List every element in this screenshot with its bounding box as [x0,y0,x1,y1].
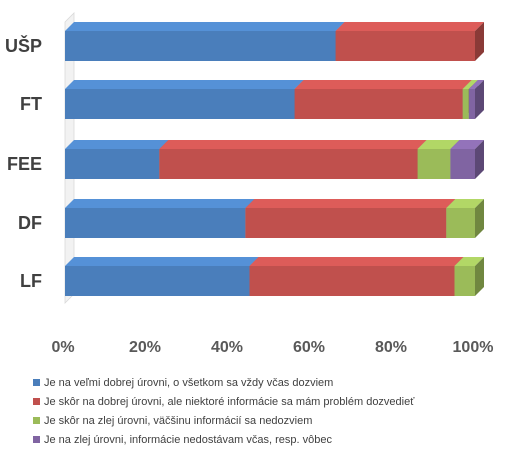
bar-front-face [245,208,447,238]
bar-segment [468,80,484,119]
bar-segment [65,22,345,61]
bar-segment [335,22,484,61]
legend-label: Je skôr na zlej úrovni, väčšinu informác… [44,415,312,427]
bars [65,22,484,296]
bar-front-face [294,89,463,119]
x-axis-ticks: 0% 20% 40% 60% 80% 100% [51,339,493,356]
category-labels: UŠP FT FEE DF LF [5,35,42,291]
bar-top-face [65,257,259,266]
legend-item: Je na zlej úrovni, informácie nedostávam… [33,434,332,446]
legend-label: Je na zlej úrovni, informácie nedostávam… [44,434,332,446]
bar-top-face [65,199,255,208]
bar-front-face [462,89,469,119]
bar-segment [65,257,259,296]
bar-front-face [65,266,250,296]
legend-swatch [33,436,40,443]
category-label: FEE [7,154,42,174]
category-label: FT [20,94,42,114]
bar-front-face [454,266,475,296]
x-tick-label: 0% [51,339,74,356]
legend-item: Je na veľmi dobrej úrovni, o všetkom sa … [33,377,333,389]
bar-top-face [245,199,456,208]
category-label: LF [20,271,42,291]
bar-segment [454,257,484,296]
bar-front-face [65,208,246,238]
legend-item: Je skôr na dobrej úrovni, ale niektoré i… [33,396,415,408]
bar-top-face [462,80,478,89]
bar-top-face [159,140,427,149]
bar-segment [446,199,484,238]
bar-segment [65,199,255,238]
bar-side-face [475,80,484,119]
bar-front-face [159,149,418,179]
legend-swatch [33,417,40,424]
bar-top-face [249,257,464,266]
category-label: DF [18,213,42,233]
bar-segment [65,80,304,119]
x-tick-label: 60% [293,339,325,356]
bar-segment [159,140,427,179]
bar-front-face [65,149,160,179]
bar-front-face [417,149,451,179]
bar-segment [249,257,464,296]
bar-top-face [294,80,472,89]
bar-front-face [450,149,475,179]
bar-top-face [335,22,484,31]
bar-top-face [446,199,484,208]
bar-front-face [446,208,475,238]
x-tick-label: 100% [453,339,494,356]
bar-top-face [65,140,169,149]
bar-front-face [65,31,336,61]
category-label: UŠP [5,35,42,56]
bar-top-face [454,257,484,266]
x-tick-label: 80% [375,339,407,356]
bar-segment [294,80,472,119]
bar-side-face [475,140,484,179]
legend-item: Je skôr na zlej úrovni, väčšinu informác… [33,415,312,427]
bar-top-face [468,80,484,89]
bar-top-face [65,80,304,89]
bar-side-face [475,22,484,61]
bar-segment [65,140,169,179]
legend-label: Je skôr na dobrej úrovni, ale niektoré i… [44,396,415,408]
bar-side-face [475,199,484,238]
legend: Je na veľmi dobrej úrovni, o všetkom sa … [33,377,415,446]
bar-front-face [468,89,475,119]
legend-label: Je na veľmi dobrej úrovni, o všetkom sa … [44,377,333,389]
bar-top-face [65,22,345,31]
x-tick-label: 20% [129,339,161,356]
bar-front-face [249,266,455,296]
bar-segment [245,199,456,238]
x-tick-label: 40% [211,339,243,356]
bar-front-face [65,89,295,119]
bar-front-face [335,31,475,61]
bar-top-face [417,140,460,149]
bar-top-face [450,140,484,149]
legend-swatch [33,398,40,405]
bar-side-face [475,257,484,296]
legend-swatch [33,379,40,386]
bar-segment [450,140,484,179]
